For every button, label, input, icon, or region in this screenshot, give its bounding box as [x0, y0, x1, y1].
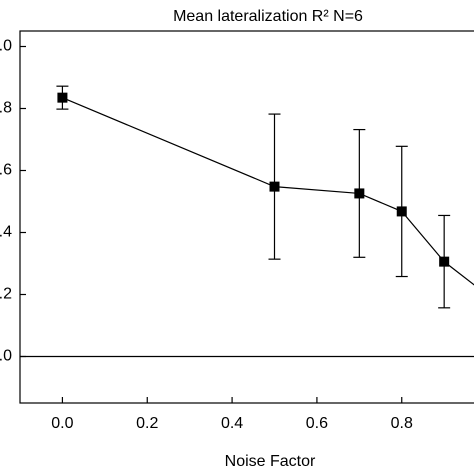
plot-frame [19, 30, 474, 404]
y-tick-label: 0.8 [0, 100, 12, 117]
plot-area [19, 30, 474, 404]
x-tick-label: 0.4 [221, 415, 243, 432]
y-tick-label: 0.4 [0, 224, 12, 241]
y-tick-label: 0.6 [0, 162, 12, 179]
marker [439, 256, 450, 267]
y-tick-label: 0.0 [0, 348, 12, 365]
x-axis-label: Noise Factor [225, 453, 316, 470]
x-tick-label: 0.0 [51, 415, 73, 432]
data-line [62, 97, 474, 286]
y-tick-label: 1.0 [0, 38, 12, 55]
chart-title: Mean lateralization R² N=6 [173, 8, 363, 25]
marker [269, 181, 280, 192]
x-tick-label: 0.8 [391, 415, 413, 432]
marker [396, 206, 407, 217]
y-tick-label: 0.2 [0, 286, 12, 303]
marker [354, 188, 365, 199]
x-tick-label: 0.6 [306, 415, 328, 432]
marker [57, 92, 68, 103]
x-tick-label: 0.2 [136, 415, 158, 432]
